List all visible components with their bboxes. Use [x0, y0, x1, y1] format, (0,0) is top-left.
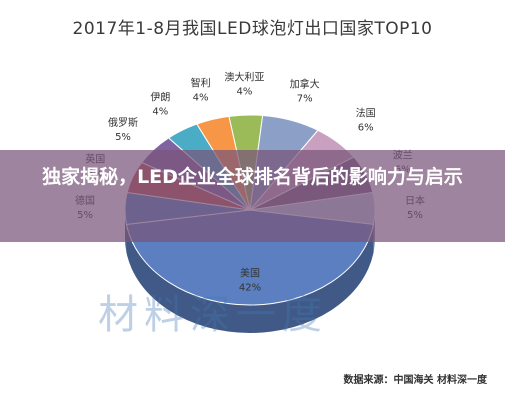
slice-label-name-6: 澳大利亚 — [224, 71, 264, 84]
slice-label-value-4: 4% — [152, 107, 168, 118]
slice-label-name-5: 智利 — [191, 76, 211, 89]
slice-label-name-0: 美国 — [240, 266, 260, 279]
slice-label-value-0: 42% — [239, 282, 261, 293]
slice-label-name-4: 伊朗 — [150, 92, 170, 104]
slice-label-value-5: 4% — [193, 92, 209, 103]
slice-label-value-6: 4% — [236, 87, 252, 98]
title-banner — [0, 150, 505, 242]
slice-label-name-8: 法国 — [356, 107, 376, 120]
pie-slice-side-0 — [126, 224, 374, 334]
chart-title: 2017年1-8月我国LED球泡灯出口国家TOP10 — [72, 19, 433, 39]
banner-headline: 独家揭秘，LED企业全球排名背后的影响力与启示 — [42, 166, 463, 188]
slice-label-value-7: 7% — [297, 94, 313, 105]
slice-label-name-3: 俄罗斯 — [108, 116, 138, 129]
slice-label-value-8: 6% — [358, 123, 374, 134]
watermark: 材料深一度 — [98, 292, 328, 338]
slice-label-value-3: 5% — [115, 132, 131, 143]
slice-label-name-7: 加拿大 — [290, 78, 320, 91]
data-source: 数据来源：中国海关 材料深一度 — [343, 375, 487, 386]
